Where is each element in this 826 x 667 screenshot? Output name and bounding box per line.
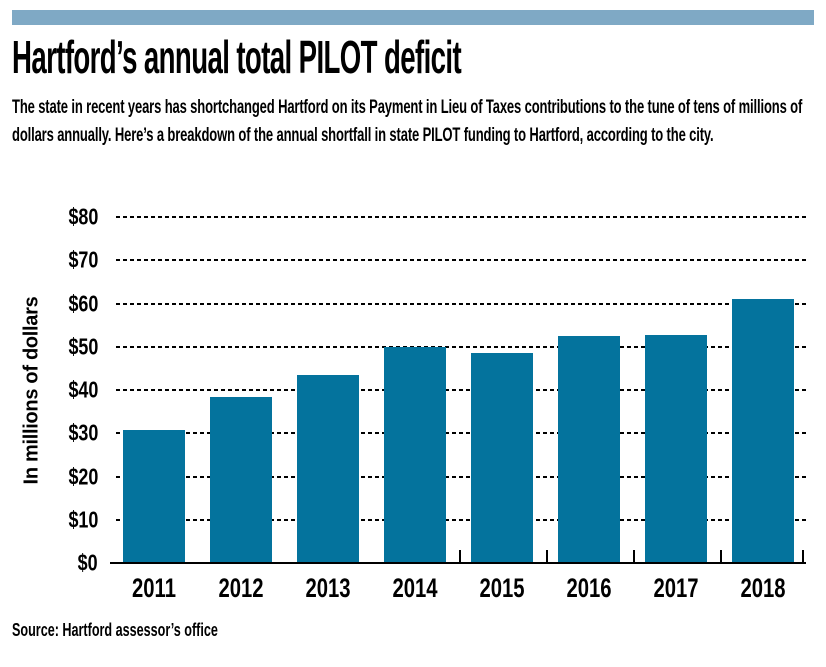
chart-title-text: Hartford’s annual total PILOT deficit [12,31,462,83]
y-axis-title-text: In millions of dollars [20,296,43,484]
x-axis-tick [632,550,635,562]
x-tick-label-text: 2016 [566,573,612,603]
x-axis-tick [719,550,722,562]
y-tick-label-text: $60 [68,290,98,316]
x-tick-label: 2013 [298,573,358,604]
bar [210,396,272,563]
y-tick-label: $70 [60,247,98,274]
x-tick-label: 2017 [646,573,706,604]
x-tick-label: 2011 [125,573,184,604]
y-tick-label: $30 [60,420,98,447]
x-tick-label: 2012 [211,573,271,604]
x-axis-tick [458,550,461,562]
y-tick-label-text: $0 [78,549,98,576]
x-axis-tick [802,550,804,562]
x-axis-line [110,562,806,564]
y-tick-label: $20 [60,463,98,490]
y-tick-label: $10 [60,506,98,533]
y-tick-label-text: $30 [68,419,98,446]
gridline [116,475,806,478]
bar [123,429,185,563]
bar [732,299,794,563]
y-tick-label: $50 [60,333,98,360]
bar [471,353,533,563]
y-tick-label-text: $40 [68,376,98,403]
bar-chart: In millions of dollars $0 $10 $20 $30 $40 $50… [0,195,826,620]
header-accent-bar [12,10,814,25]
y-tick-label: $0 [72,550,98,577]
gridline [116,389,806,391]
y-tick-label: $60 [60,290,98,317]
plot-area: $0 $10 $20 $30 $40 $50 $60 $70 $80 2011 2012 2013 20… [68,204,806,603]
x-tick-label-text: 2012 [218,573,264,603]
x-tick-label-text: 2011 [132,573,176,603]
x-tick-label-text: 2017 [653,573,699,603]
gridline [116,302,806,305]
gridline [116,216,806,218]
x-tick-label: 2016 [559,573,619,604]
x-axis-tick [545,550,548,562]
gridline [116,345,806,348]
x-tick-label-text: 2014 [392,573,438,603]
y-tick-label-text: $70 [68,246,98,273]
x-tick-label: 2018 [733,573,793,604]
bar [558,336,620,563]
bar [384,347,446,563]
gridline [116,432,806,435]
y-tick-label-text: $50 [68,333,98,360]
gridline [116,518,806,521]
bar [297,374,359,563]
y-tick-label: $80 [60,204,98,231]
x-tick-label-text: 2018 [740,573,786,603]
x-tick-label-text: 2015 [479,573,525,603]
x-tick-label: 2014 [385,573,445,604]
chart-description: The state in recent years has shortchang… [12,97,803,146]
x-tick-label: 2015 [472,573,532,604]
y-tick-label-text: $20 [68,463,98,489]
y-tick-label-text: $80 [68,203,98,230]
bar [645,335,707,563]
source-note: Source: Hartford assessor’s office [12,620,306,641]
y-axis-title: In millions of dollars [12,217,52,563]
y-tick-label-text: $10 [68,506,98,533]
gridline [116,259,806,262]
y-tick-label: $40 [60,377,98,404]
chart-title: Hartford’s annual total PILOT deficit [12,32,760,82]
source-note-text: Source: Hartford assessor’s office [12,620,218,640]
x-tick-label-text: 2013 [305,573,351,603]
